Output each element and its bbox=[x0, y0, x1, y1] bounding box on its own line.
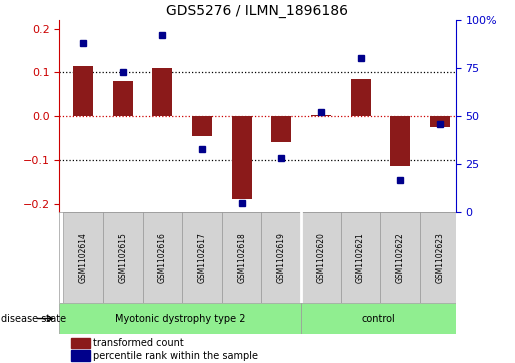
Bar bbox=[301, 303, 456, 334]
Bar bbox=[232, 116, 251, 199]
Bar bbox=[113, 81, 132, 116]
Text: percentile rank within the sample: percentile rank within the sample bbox=[93, 351, 258, 361]
Text: Myotonic dystrophy type 2: Myotonic dystrophy type 2 bbox=[115, 314, 246, 323]
Bar bbox=[71, 338, 90, 348]
Bar bbox=[63, 212, 103, 303]
Bar bbox=[73, 66, 93, 116]
Text: GSM1102622: GSM1102622 bbox=[396, 232, 405, 283]
Bar bbox=[182, 212, 222, 303]
Text: GSM1102617: GSM1102617 bbox=[197, 232, 207, 283]
Bar bbox=[192, 116, 212, 136]
Title: GDS5276 / ILMN_1896186: GDS5276 / ILMN_1896186 bbox=[166, 4, 349, 17]
Bar bbox=[143, 212, 182, 303]
Bar bbox=[381, 212, 420, 303]
Bar bbox=[262, 212, 301, 303]
Text: GSM1102621: GSM1102621 bbox=[356, 232, 365, 283]
Bar bbox=[311, 115, 331, 116]
Text: GSM1102618: GSM1102618 bbox=[237, 232, 246, 283]
Text: GSM1102620: GSM1102620 bbox=[316, 232, 325, 283]
Text: transformed count: transformed count bbox=[93, 338, 183, 348]
Bar bbox=[390, 116, 410, 167]
Bar bbox=[420, 212, 460, 303]
Text: GSM1102614: GSM1102614 bbox=[78, 232, 88, 283]
Bar bbox=[59, 303, 301, 334]
Bar bbox=[152, 68, 172, 116]
Text: GSM1102619: GSM1102619 bbox=[277, 232, 286, 283]
Bar bbox=[71, 351, 90, 361]
Bar bbox=[351, 79, 370, 116]
Bar bbox=[430, 116, 450, 127]
Bar bbox=[103, 212, 143, 303]
Text: control: control bbox=[362, 314, 396, 323]
Text: GSM1102616: GSM1102616 bbox=[158, 232, 167, 283]
Text: disease state: disease state bbox=[1, 314, 66, 323]
Bar bbox=[341, 212, 381, 303]
Bar bbox=[222, 212, 262, 303]
Bar bbox=[271, 116, 291, 142]
Text: GSM1102623: GSM1102623 bbox=[435, 232, 444, 283]
Text: GSM1102615: GSM1102615 bbox=[118, 232, 127, 283]
Bar bbox=[301, 212, 341, 303]
